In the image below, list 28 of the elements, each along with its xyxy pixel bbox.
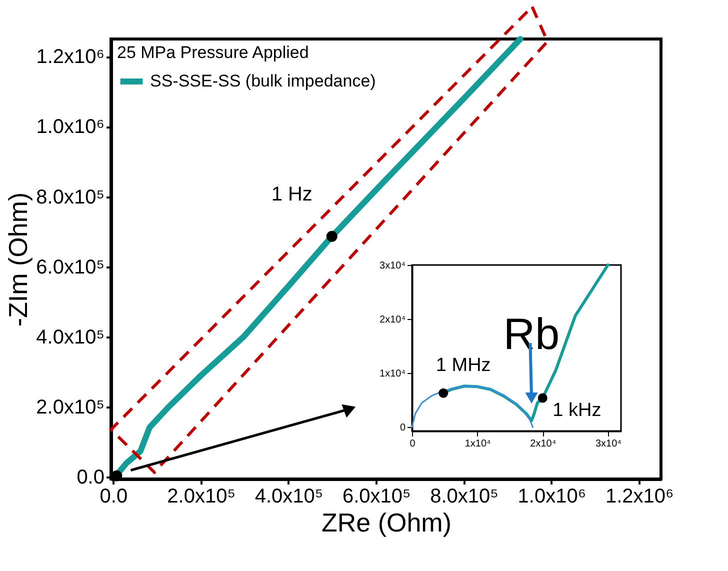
- x-tick-label: 1x10⁴: [464, 438, 491, 450]
- y-axis-title: -ZIm (Ohm): [3, 192, 34, 327]
- y-tick-label: 2x10⁴: [380, 314, 406, 326]
- x-tick-label: 1.2x10⁶: [605, 486, 674, 508]
- y-tick-label: 8.0x10⁵: [36, 186, 104, 208]
- y-tick-label: 1.0x10⁶: [36, 116, 104, 138]
- x-tick-label: 0: [410, 438, 416, 450]
- x-tick-label: 2x10⁴: [530, 438, 556, 450]
- x-tick-label: 3x10⁴: [595, 438, 622, 450]
- annotation: Rb: [503, 310, 560, 360]
- y-tick-label: 6.0x10⁵: [36, 256, 104, 278]
- y-tick-label: 0: [400, 422, 406, 434]
- y-tick-label: 1.2x10⁶: [36, 46, 104, 68]
- legend-label: SS-SSE-SS (bulk impedance): [150, 72, 376, 90]
- line-series: [411, 385, 534, 428]
- y-tick-label: 2.0x10⁵: [36, 396, 104, 419]
- x-axis-title: ZRe (Ohm): [322, 508, 452, 538]
- annotation: 1 MHz: [436, 355, 491, 376]
- x-tick-label: 1.0x10⁶: [518, 486, 586, 508]
- x-tick-label: 4.0x10⁵: [254, 486, 324, 508]
- y-tick-label: 1x10⁴: [380, 368, 406, 380]
- annotation: 1 Hz: [271, 183, 312, 206]
- y-tick-label: 3x10⁴: [380, 260, 406, 272]
- legend-title: 25 MPa Pressure Applied: [117, 43, 309, 62]
- x-tick-label: 8.0x10⁵: [430, 486, 498, 508]
- annotation: 1 kHz: [552, 400, 602, 422]
- x-tick-label: 2.0x10⁵: [167, 486, 236, 508]
- y-tick-label: 4.0x10⁵: [36, 326, 104, 349]
